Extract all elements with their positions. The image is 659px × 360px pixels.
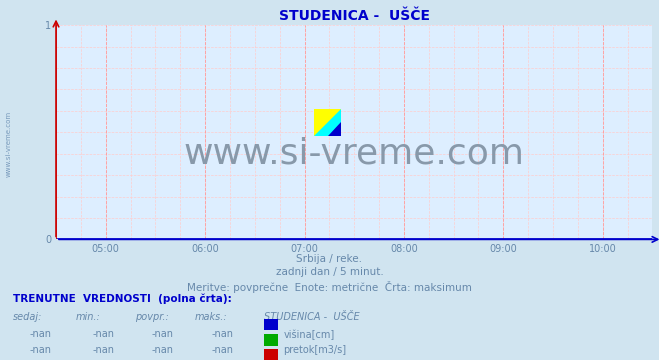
- Text: www.si-vreme.com: www.si-vreme.com: [184, 137, 525, 171]
- Text: STUDENICA -  UŠČE: STUDENICA - UŠČE: [264, 312, 359, 322]
- Text: zadnji dan / 5 minut.: zadnji dan / 5 minut.: [275, 267, 384, 277]
- Polygon shape: [328, 122, 341, 136]
- Text: Meritve: povprečne  Enote: metrične  Črta: maksimum: Meritve: povprečne Enote: metrične Črta:…: [187, 281, 472, 293]
- Text: -nan: -nan: [211, 329, 233, 339]
- Polygon shape: [314, 109, 341, 136]
- Text: TRENUTNE  VREDNOSTI  (polna črta):: TRENUTNE VREDNOSTI (polna črta):: [13, 293, 232, 304]
- Text: pretok[m3/s]: pretok[m3/s]: [283, 345, 347, 355]
- Text: Srbija / reke.: Srbija / reke.: [297, 254, 362, 264]
- Text: -nan: -nan: [152, 345, 174, 355]
- Text: -nan: -nan: [30, 345, 52, 355]
- Text: min.:: min.:: [76, 312, 101, 322]
- Text: višina[cm]: višina[cm]: [283, 329, 335, 340]
- Text: maks.:: maks.:: [194, 312, 227, 322]
- Text: www.si-vreme.com: www.si-vreme.com: [5, 111, 11, 177]
- Text: -nan: -nan: [92, 345, 115, 355]
- Text: povpr.:: povpr.:: [135, 312, 169, 322]
- Title: STUDENICA -  UŠČE: STUDENICA - UŠČE: [279, 9, 430, 23]
- Text: -nan: -nan: [211, 345, 233, 355]
- Text: -nan: -nan: [30, 329, 52, 339]
- Text: -nan: -nan: [152, 329, 174, 339]
- Polygon shape: [314, 109, 341, 136]
- Text: -nan: -nan: [92, 329, 115, 339]
- Text: sedaj:: sedaj:: [13, 312, 43, 322]
